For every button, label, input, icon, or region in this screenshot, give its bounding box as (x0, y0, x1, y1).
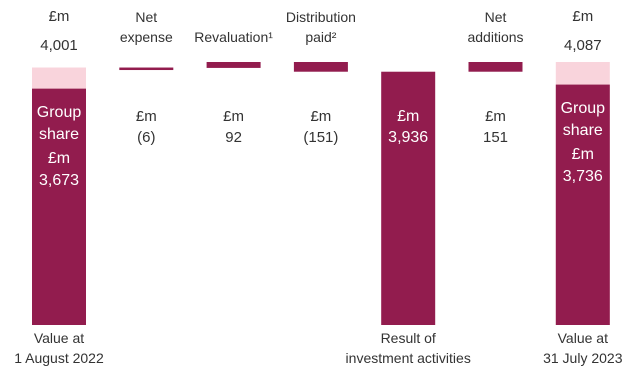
unit-label: £m (571, 145, 594, 163)
bar (206, 62, 261, 68)
group-share-bar (32, 88, 86, 326)
value-label: 4,087 (564, 37, 602, 54)
category-label: additions (467, 29, 524, 45)
unit-label: £m (47, 149, 71, 167)
category-label: Result of (380, 330, 436, 346)
value-label: (151) (303, 129, 339, 146)
category-label: paid² (305, 29, 337, 45)
category-label: Value at (33, 330, 85, 346)
unit-label: £m (310, 108, 332, 125)
category-label: 31 July 2023 (543, 350, 623, 366)
value-label: 4,001 (40, 37, 78, 54)
bar (468, 62, 523, 72)
category-label: 1 August 2022 (14, 350, 104, 366)
unit-label: £m (135, 108, 157, 125)
category-label: Value at (557, 330, 608, 346)
category-label: Revaluation¹ (194, 29, 273, 45)
category-label: Net (135, 9, 158, 25)
group-share-label: Group share (560, 99, 606, 139)
bar (293, 62, 348, 72)
value-label: (6) (137, 129, 156, 146)
group-share-value-label: 3,673 (38, 171, 80, 189)
unit-label: £m (223, 108, 245, 125)
value-label: 92 (225, 129, 242, 146)
group-share-bar (555, 84, 610, 326)
bar (119, 67, 174, 71)
group-share-label: Group share (36, 103, 82, 143)
bar (381, 71, 436, 325)
unit-label: £m (48, 8, 70, 25)
value-label: 151 (482, 129, 509, 146)
unit-label: £m (572, 8, 594, 25)
unit-label: £m (485, 108, 506, 125)
unit-label: £m (397, 108, 420, 125)
category-label: Net (484, 9, 507, 25)
value-label: 3,936 (388, 129, 429, 146)
category-label: expense (119, 29, 173, 45)
category-label: Distribution (285, 9, 356, 25)
group-share-value-label: 3,736 (562, 167, 603, 185)
category-label: investment activities (345, 350, 471, 366)
